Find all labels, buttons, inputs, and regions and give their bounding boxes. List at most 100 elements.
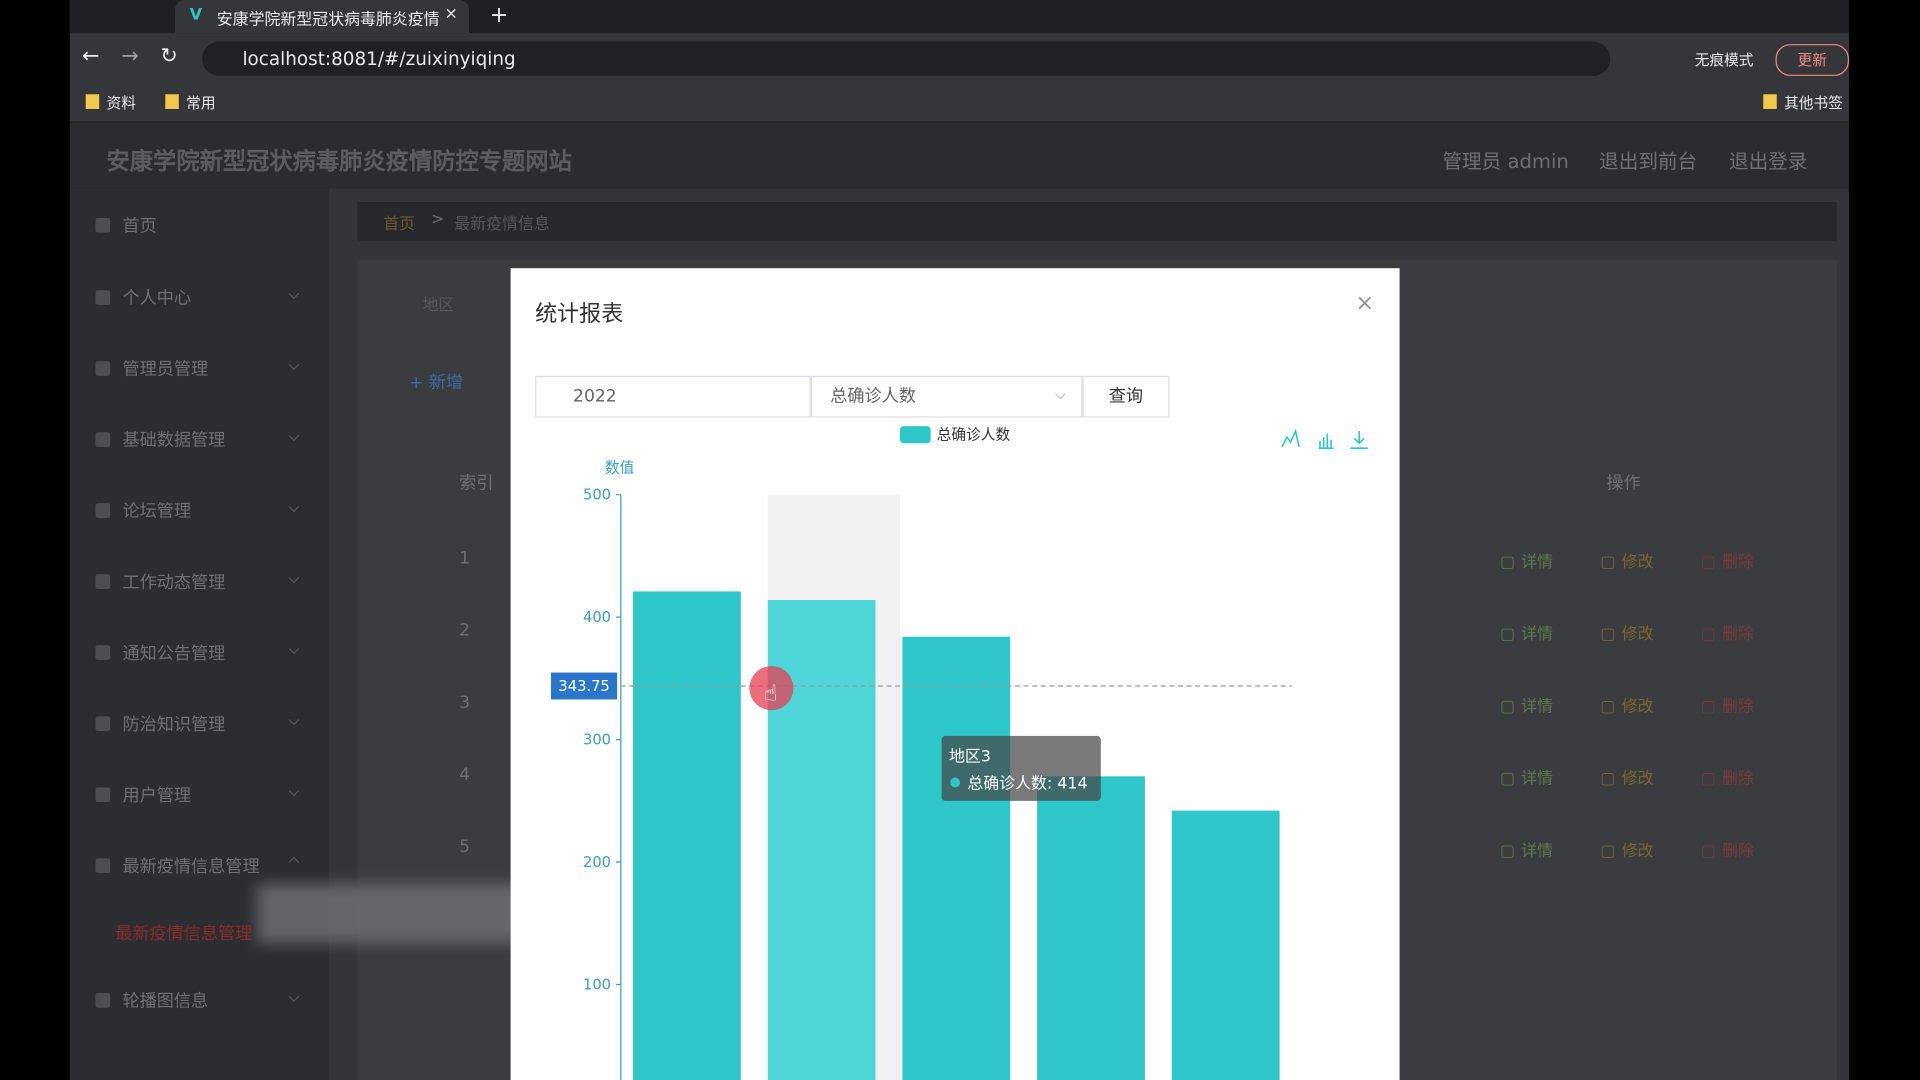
cursor-highlight	[749, 666, 794, 711]
menu-label: 工作动态管理	[122, 573, 226, 593]
crumb-sep: >	[431, 210, 445, 229]
new-tab[interactable]: +	[489, 2, 509, 29]
action-icon: ▢	[1600, 625, 1616, 645]
add-button[interactable]: + 新增	[409, 370, 463, 394]
back[interactable]: ←	[82, 44, 100, 69]
reload[interactable]: ↻	[160, 44, 178, 69]
y-axis-label: 数值	[605, 460, 635, 477]
menu-item[interactable]: 通知公告管理	[95, 640, 226, 664]
row-index: 2	[459, 620, 471, 641]
row-action[interactable]: ▢ 详情	[1500, 765, 1553, 788]
action-label: 修改	[1621, 842, 1654, 861]
menu-icon	[95, 716, 111, 732]
bookmark[interactable]: 资料	[85, 92, 136, 113]
row-index: 3	[459, 693, 471, 713]
action-label: 删除	[1721, 553, 1754, 572]
address-bar[interactable]: localhost:8081/#/zuixinyiqing	[202, 41, 1611, 76]
row-index: 4	[459, 765, 471, 785]
row-action[interactable]: ▢ 删除	[1701, 838, 1754, 860]
year: 2022	[573, 386, 617, 407]
row-action[interactable]: ▢ 修改	[1600, 693, 1653, 716]
cursor: ☝	[764, 680, 778, 707]
action-icon: ▢	[1500, 697, 1516, 717]
menu-item[interactable]: 轮播图信息	[95, 988, 208, 1012]
column-header: 操作	[1606, 473, 1641, 494]
row-action[interactable]: ▢ 详情	[1500, 693, 1553, 716]
action-icon: ▢	[1600, 553, 1616, 572]
bar	[1037, 776, 1145, 1080]
query-button[interactable]: 查询	[1082, 375, 1170, 418]
y-tick-label: 100	[583, 976, 611, 993]
year-picker[interactable]: 2022	[535, 375, 811, 418]
tooltip-title: 地区3	[949, 747, 991, 766]
menu-icon	[95, 858, 111, 874]
row-index: 1	[459, 548, 471, 569]
header-link[interactable]: 退出登录	[1728, 149, 1808, 173]
tab[interactable]: V 安康学院新型冠状病毒肺炎疫情 ×	[175, 0, 469, 34]
menu-icon	[95, 993, 111, 1008]
crumb[interactable]: 首页	[383, 215, 416, 234]
menu-item[interactable]: 个人中心	[95, 285, 191, 309]
query-label: 查询	[1108, 386, 1144, 407]
legend-label: 总确诊人数	[937, 427, 1011, 444]
menu-item[interactable]: 工作动态管理	[95, 569, 226, 593]
forward[interactable]: →	[121, 44, 139, 69]
y-tick-label: 500	[583, 487, 611, 504]
submenu-active[interactable]: 最新疫情信息管理	[115, 924, 253, 945]
action-icon: ▢	[1500, 625, 1516, 645]
url: localhost:8081/#/zuixinyiqing	[242, 47, 516, 70]
chart: 数值 总确诊人数0100200300400500343.75地区3总确诊人数: …	[551, 426, 1368, 1080]
action-icon: ▢	[1700, 697, 1716, 717]
bar	[633, 591, 741, 1080]
menu-item[interactable]: 管理员管理	[95, 356, 208, 380]
menu-item[interactable]: 首页	[95, 213, 157, 237]
row-action[interactable]: ▢ 详情	[1500, 838, 1553, 860]
tooltip-dot	[950, 777, 961, 788]
row-action[interactable]: ▢ 删除	[1701, 549, 1754, 572]
bookmark[interactable]: 常用	[165, 92, 216, 113]
row-action[interactable]: ▢ 详情	[1500, 549, 1554, 572]
crumb: 最新疫情信息	[454, 215, 550, 234]
update-button[interactable]: 更新	[1775, 44, 1849, 76]
menu-item[interactable]: 用户管理	[95, 782, 191, 806]
bar-toggle[interactable]	[1318, 433, 1334, 449]
line-toggle[interactable]	[1281, 428, 1300, 448]
action-icon: ▢	[1600, 697, 1616, 717]
row-action[interactable]: ▢ 修改	[1600, 549, 1654, 572]
download[interactable]	[1350, 431, 1368, 449]
action-label: 详情	[1521, 553, 1554, 572]
menu-item[interactable]: 基础数据管理	[95, 427, 226, 451]
action-label: 详情	[1521, 625, 1554, 645]
bookmarks-bar	[69, 82, 1849, 123]
modal-title: 统计报表	[535, 301, 624, 327]
menu-item[interactable]: 最新疫情信息管理	[95, 853, 260, 877]
menu-item[interactable]: 防治知识管理	[95, 711, 225, 735]
menu-label: 基础数据管理	[122, 431, 226, 451]
action-label: 详情	[1521, 697, 1554, 717]
row-action[interactable]: ▢ 修改	[1600, 621, 1653, 644]
header-link[interactable]: 退出到前台	[1599, 149, 1698, 173]
menu-item[interactable]: 论坛管理	[95, 498, 191, 522]
action-label: 修改	[1621, 697, 1654, 717]
row-action[interactable]: ▢ 删除	[1701, 621, 1754, 644]
y-tick-label: 300	[583, 731, 611, 748]
action-label: 修改	[1621, 553, 1654, 572]
row-action[interactable]: ▢ 修改	[1600, 765, 1653, 788]
incognito[interactable]: 无痕模式	[1694, 51, 1754, 69]
modal-close[interactable]: ×	[1355, 290, 1374, 316]
row-action[interactable]: ▢ 修改	[1600, 838, 1654, 861]
add-label: 新增	[428, 373, 464, 394]
y-tick-label: 400	[583, 609, 611, 626]
metric-select[interactable]: 总确诊人数	[810, 375, 1083, 418]
site-title: 安康学院新型冠状病毒肺炎疫情防控专题网站	[106, 148, 572, 176]
row-action[interactable]: ▢ 详情	[1500, 621, 1553, 644]
menu-label: 通知公告管理	[122, 644, 226, 664]
menu-label: 最新疫情信息管理	[122, 857, 260, 877]
tab-close[interactable]: ×	[444, 4, 458, 24]
row-action[interactable]: ▢ 删除	[1701, 765, 1754, 788]
menu-icon	[95, 361, 111, 376]
row-action[interactable]: ▢ 删除	[1701, 693, 1754, 716]
other-bookmarks[interactable]: 其他书签	[1763, 92, 1843, 113]
